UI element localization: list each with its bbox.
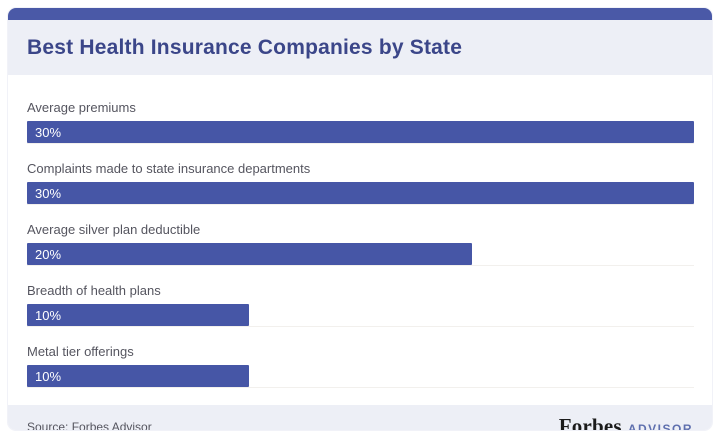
bar-value-label: 30% bbox=[35, 124, 62, 140]
bar-category-label: Complaints made to state insurance depar… bbox=[27, 161, 311, 176]
bar-fill: 30% bbox=[27, 182, 694, 204]
advisor-wordmark: ADVISOR bbox=[627, 422, 693, 430]
bar-category-label: Metal tier offerings bbox=[27, 344, 134, 359]
bar-track: 30% bbox=[27, 121, 694, 144]
bar-category-label: Breadth of health plans bbox=[27, 283, 161, 298]
bar-track: 10% bbox=[27, 365, 694, 388]
chart-title: Best Health Insurance Companies by State bbox=[27, 35, 463, 59]
bar-track: 30% bbox=[27, 182, 694, 205]
bar-chart: Average premiums 30% Complaints made to st… bbox=[8, 75, 712, 405]
forbes-wordmark: Forbes bbox=[558, 414, 622, 430]
bar-value-label: 30% bbox=[35, 185, 62, 201]
source-attribution: Source: Forbes Advisor bbox=[27, 419, 152, 431]
bar-track: 10% bbox=[27, 304, 694, 327]
top-accent-bar bbox=[8, 8, 712, 20]
bar-row: Average premiums 30% bbox=[27, 100, 694, 144]
bar-fill: 10% bbox=[27, 304, 250, 326]
bar-row: Metal tier offerings 10% bbox=[27, 344, 694, 388]
bar-value-label: 10% bbox=[35, 307, 62, 323]
bar-fill: 20% bbox=[27, 243, 472, 265]
bar-row: Complaints made to state insurance depar… bbox=[27, 161, 694, 205]
chart-card: Best Health Insurance Companies by State… bbox=[8, 8, 712, 430]
bar-value-label: 10% bbox=[35, 368, 62, 384]
bar-row: Breadth of health plans 10% bbox=[27, 283, 694, 327]
chart-footer: Source: Forbes Advisor Forbes ADVISOR bbox=[8, 405, 712, 430]
bar-fill: 30% bbox=[27, 121, 694, 143]
bar-value-label: 20% bbox=[35, 246, 62, 262]
forbes-advisor-logo: Forbes ADVISOR bbox=[559, 414, 693, 430]
bar-category-label: Average silver plan deductible bbox=[27, 222, 201, 237]
bar-row: Average silver plan deductible 20% bbox=[27, 222, 694, 266]
bar-track: 20% bbox=[27, 243, 694, 266]
bar-category-label: Average premiums bbox=[27, 100, 136, 115]
bar-fill: 10% bbox=[27, 365, 250, 387]
chart-header: Best Health Insurance Companies by State bbox=[8, 20, 712, 75]
